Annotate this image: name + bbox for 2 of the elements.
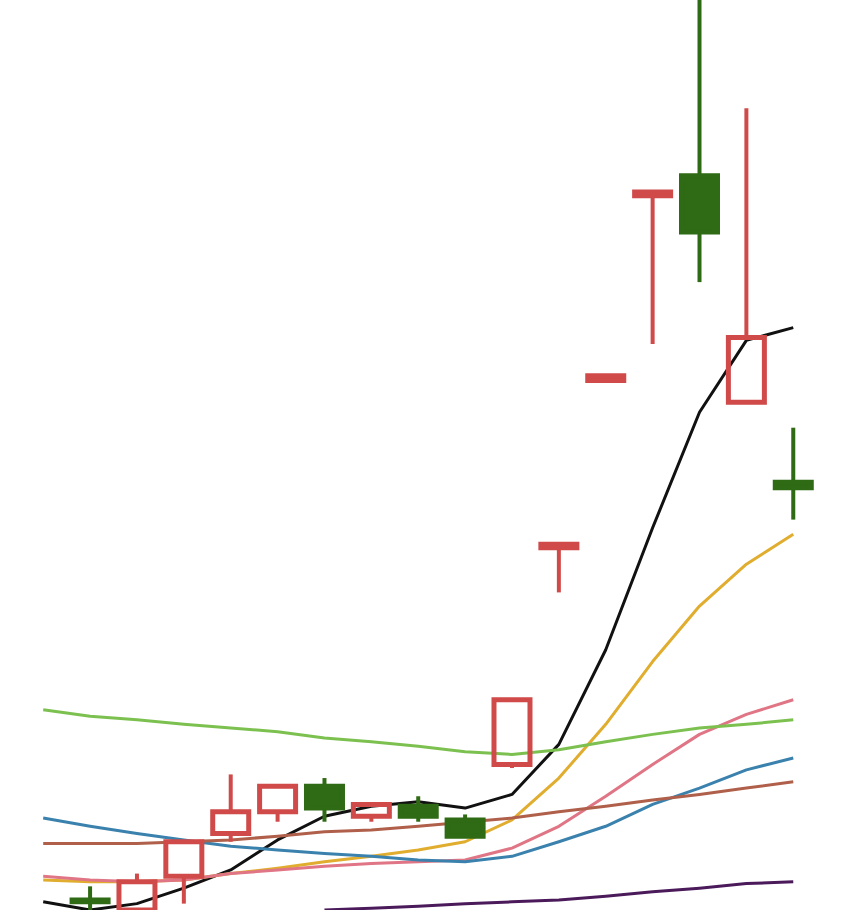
candlestick [772,425,814,522]
candlestick [679,0,720,285]
